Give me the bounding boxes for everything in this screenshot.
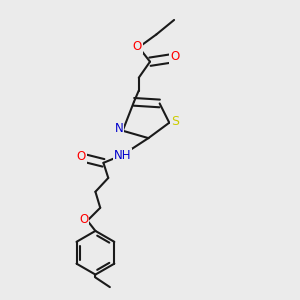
Text: NH: NH	[114, 149, 131, 162]
Text: N: N	[115, 122, 123, 135]
Text: O: O	[79, 212, 88, 226]
Text: O: O	[133, 40, 142, 53]
Text: O: O	[170, 50, 180, 63]
Text: O: O	[76, 150, 86, 163]
Text: S: S	[171, 115, 179, 128]
